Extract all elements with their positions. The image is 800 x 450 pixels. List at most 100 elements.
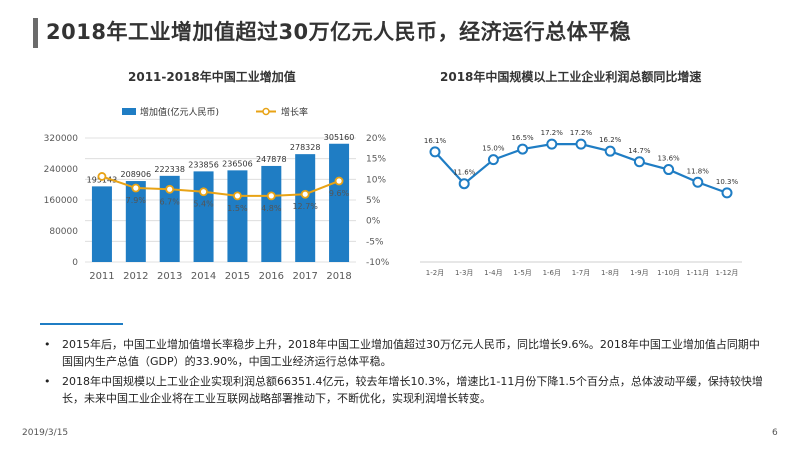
x-tick-label: 1-2月	[426, 269, 444, 277]
bar	[329, 143, 350, 262]
bullet-marker: •	[44, 375, 51, 388]
y-left-tick-label: 240000	[44, 165, 79, 175]
profit-growth-point	[721, 187, 733, 199]
page-title: 2018年工业增加值超过30万亿元人民币，经济运行总体平稳	[46, 20, 632, 44]
profit-growth-point	[487, 154, 499, 166]
growth-rate-point	[199, 187, 208, 197]
bar-value-label: 305160	[324, 133, 355, 142]
y-right-tick-label: 0%	[366, 217, 381, 227]
title-accent-bar	[33, 18, 38, 48]
y-left-tick-label: 320000	[44, 134, 79, 144]
footer-date: 2019/3/15	[22, 428, 69, 438]
x-tick-label: 1-5月	[513, 269, 531, 277]
growth-rate-point	[165, 184, 175, 194]
bar	[193, 171, 214, 262]
profit-growth-point	[458, 178, 470, 190]
profit-growth-point	[604, 145, 616, 157]
x-tick-label: 1-3月	[455, 269, 473, 277]
profit-growth-point	[546, 138, 558, 150]
industrial-value-added-chart: 0 80000 160000 240000 320000 -10% -5% 0% 5% 10% 15…	[44, 106, 390, 282]
x-tick-label: 1-12月	[716, 269, 739, 277]
profit-growth-label: 11.8%	[687, 167, 710, 175]
y-left-tick-label: 80000	[49, 227, 78, 237]
y-right-tick-label: -5%	[366, 237, 384, 247]
profit-growth-label: 16.5%	[511, 134, 534, 142]
bullet-text: 2015年后，中国工业增加值增长率稳步上升，2018年中国工业增加值超过30万亿…	[62, 338, 760, 368]
bullet-item: • 2018年中国规模以上工业企业实现利润总额66351.4亿元，较去年增长10…	[44, 373, 766, 407]
y-right-tick-label: 5%	[366, 196, 381, 206]
profit-growth-label: 14.7%	[628, 147, 651, 155]
bullet-marker: •	[44, 338, 51, 351]
left-chart-title: 2011-2018年中国工业增加值	[128, 70, 296, 84]
profit-growth-label: 10.3%	[716, 178, 739, 186]
profit-growth-label: 17.2%	[541, 129, 564, 137]
summary-bullets: • 2015年后，中国工业增加值增长率稳步上升，2018年中国工业增加值超过30…	[44, 336, 766, 410]
x-tick-label: 1-4月	[484, 269, 502, 277]
y-right-tick-label: 15%	[366, 155, 386, 165]
profit-growth-label: 16.2%	[599, 136, 622, 144]
section-divider	[40, 323, 123, 325]
profit-growth-point	[575, 138, 587, 150]
legend-line-label: 增长率	[281, 106, 308, 118]
profit-growth-point	[633, 156, 645, 168]
y-right-tick-label: 10%	[366, 175, 386, 185]
profit-growth-point	[663, 164, 675, 176]
profit-growth-line	[434, 143, 728, 194]
x-tick-label: 2013	[157, 271, 182, 282]
bar-value-label: 233856	[188, 160, 219, 169]
bullet-text: 2018年中国规模以上工业企业实现利润总额66351.4亿元，较去年增长10.3…	[62, 375, 763, 405]
x-tick-label: 1-9月	[630, 269, 648, 277]
growth-rate-label: 7.9%	[126, 196, 147, 205]
right-chart-title: 2018年中国规模以上工业企业利润总额同比增速	[440, 70, 702, 84]
growth-rate-point	[233, 191, 242, 201]
x-tick-label: 1-7月	[572, 269, 590, 277]
profit-growth-label: 15.0%	[482, 145, 505, 153]
growth-rate-label: 6.7%	[160, 197, 181, 206]
bar	[91, 186, 112, 262]
profit-growth-point	[692, 176, 704, 188]
y-left-tick-label: 160000	[44, 196, 79, 206]
profit-growth-label: 11.6%	[453, 169, 476, 177]
bar-value-label: 208906	[121, 170, 152, 179]
x-tick-label: 1-8月	[601, 269, 619, 277]
x-tick-label: 2011	[89, 271, 114, 282]
bar-value-label: 247878	[256, 155, 287, 164]
x-tick-label: 1-11月	[686, 269, 709, 277]
x-tick-label: 2016	[259, 271, 284, 282]
profit-growth-point	[429, 146, 441, 158]
profit-growth-label: 13.6%	[657, 155, 680, 163]
growth-rate-label: 9.6%	[329, 189, 350, 198]
growth-rate-label: 12.7%	[292, 202, 318, 211]
x-tick-label: 2015	[225, 271, 250, 282]
growth-rate-point	[97, 172, 107, 181]
y-right-tick-label: 20%	[366, 134, 386, 144]
x-tick-label: 1-10月	[657, 269, 680, 277]
page-number: 6	[772, 428, 778, 438]
growth-rate-point	[131, 183, 141, 193]
growth-rate-point	[334, 176, 344, 186]
bar-value-label: 236506	[222, 159, 253, 168]
y-left-tick-label: 0	[72, 258, 78, 268]
profit-growth-label: 17.2%	[570, 129, 593, 137]
legend-bar-label: 增加值(亿元人民币)	[140, 106, 219, 118]
growth-rate-label: 4.8%	[261, 204, 282, 213]
y-right-tick-label: -10%	[366, 258, 390, 268]
x-tick-label: 2018	[326, 271, 351, 282]
profit-growth-point	[517, 143, 529, 155]
profit-growth-chart: 16.1% 11.6% 15.0% 16.5% 17.2% 17.2% 16.2% 14.7%…	[420, 129, 742, 277]
bar-value-label: 278328	[290, 143, 321, 152]
growth-rate-line	[101, 175, 340, 197]
bar	[159, 175, 180, 262]
bar	[227, 170, 248, 262]
growth-rate-label: 1.5%	[227, 204, 248, 213]
legend-bar-swatch	[122, 108, 136, 115]
growth-rate-point	[300, 189, 310, 199]
growth-rate-point	[266, 191, 276, 201]
bullet-item: • 2015年后，中国工业增加值增长率稳步上升，2018年中国工业增加值超过30…	[44, 336, 766, 370]
x-tick-label: 2012	[123, 271, 148, 282]
growth-rate-label: 5.4%	[193, 200, 214, 209]
bar	[261, 165, 282, 262]
x-tick-label: 2014	[191, 271, 216, 282]
bar	[295, 154, 316, 262]
profit-growth-label: 16.1%	[424, 137, 447, 145]
